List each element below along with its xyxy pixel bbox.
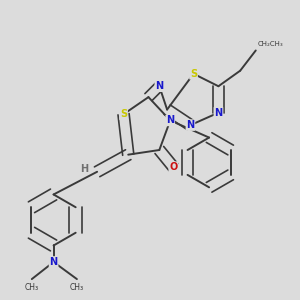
Text: CH₂CH₃: CH₂CH₃: [257, 41, 283, 47]
Text: CH₃: CH₃: [70, 283, 84, 292]
Text: S: S: [190, 69, 197, 79]
Text: CH₃: CH₃: [25, 283, 39, 292]
Text: O: O: [169, 162, 178, 172]
Text: H: H: [80, 164, 88, 174]
Text: N: N: [50, 257, 58, 267]
Text: N: N: [214, 108, 223, 118]
Text: N: N: [186, 120, 194, 130]
Text: S: S: [120, 109, 127, 119]
Text: N: N: [166, 116, 174, 125]
Text: N: N: [155, 81, 164, 91]
